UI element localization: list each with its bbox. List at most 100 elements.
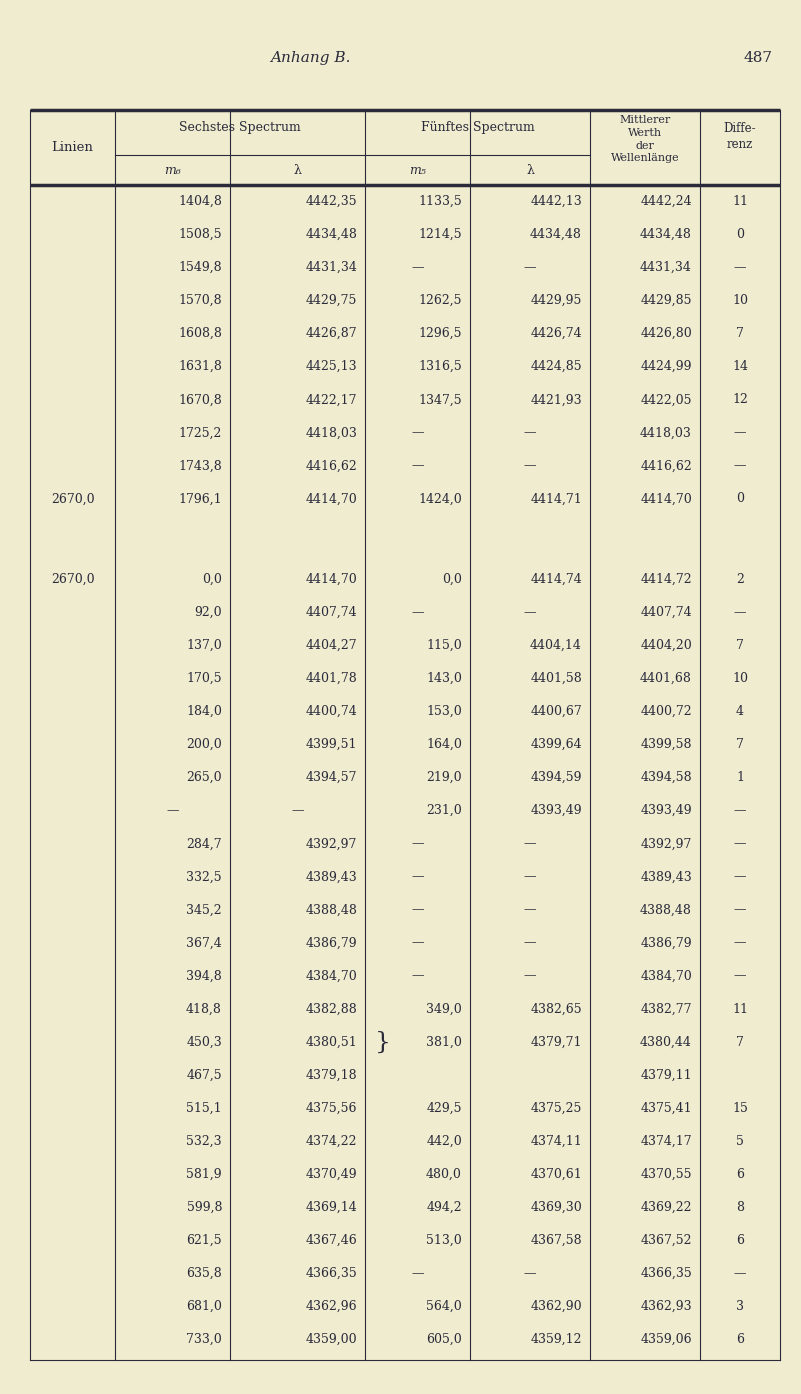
Text: 4407,74: 4407,74: [305, 606, 357, 619]
Text: —: —: [524, 427, 536, 439]
Text: —: —: [734, 903, 747, 916]
Text: —: —: [524, 606, 536, 619]
Text: 92,0: 92,0: [195, 606, 222, 619]
Text: 164,0: 164,0: [426, 739, 462, 751]
Text: 4367,52: 4367,52: [641, 1234, 692, 1246]
Text: —: —: [734, 427, 747, 439]
Text: 10: 10: [732, 294, 748, 307]
Text: —: —: [734, 838, 747, 850]
Text: 4380,44: 4380,44: [640, 1036, 692, 1048]
Text: 2670,0: 2670,0: [50, 573, 95, 585]
Text: 4384,70: 4384,70: [640, 969, 692, 983]
Text: —: —: [411, 1267, 424, 1280]
Text: 1796,1: 1796,1: [179, 492, 222, 506]
Text: —: —: [411, 969, 424, 983]
Text: Anhang B.: Anhang B.: [270, 52, 350, 66]
Text: 4369,14: 4369,14: [305, 1200, 357, 1214]
Text: 4359,06: 4359,06: [640, 1333, 692, 1347]
Text: 467,5: 467,5: [187, 1069, 222, 1082]
Text: 4382,88: 4382,88: [305, 1002, 357, 1015]
Text: 1631,8: 1631,8: [178, 360, 222, 374]
Text: 1262,5: 1262,5: [418, 294, 462, 307]
Text: 450,3: 450,3: [187, 1036, 222, 1048]
Text: 4375,41: 4375,41: [640, 1101, 692, 1115]
Text: 4362,96: 4362,96: [305, 1301, 357, 1313]
Text: 4401,68: 4401,68: [640, 672, 692, 684]
Text: Mittlerer
Werth
der
Wellenlänge: Mittlerer Werth der Wellenlänge: [610, 114, 679, 163]
Text: 4404,27: 4404,27: [305, 638, 357, 652]
Text: 4434,48: 4434,48: [640, 229, 692, 241]
Text: —: —: [734, 606, 747, 619]
Text: —: —: [734, 937, 747, 949]
Text: 4400,67: 4400,67: [530, 705, 582, 718]
Text: 15: 15: [732, 1101, 748, 1115]
Text: 200,0: 200,0: [187, 739, 222, 751]
Text: 1133,5: 1133,5: [418, 195, 462, 208]
Text: 605,0: 605,0: [426, 1333, 462, 1347]
Text: 3: 3: [736, 1301, 744, 1313]
Text: 4359,00: 4359,00: [305, 1333, 357, 1347]
Text: —: —: [411, 261, 424, 275]
Text: —: —: [524, 838, 536, 850]
Text: 733,0: 733,0: [187, 1333, 222, 1347]
Text: 4442,35: 4442,35: [305, 195, 357, 208]
Text: 7: 7: [736, 739, 744, 751]
Text: 170,5: 170,5: [187, 672, 222, 684]
Text: 4407,74: 4407,74: [640, 606, 692, 619]
Text: —: —: [734, 460, 747, 473]
Text: 4399,64: 4399,64: [530, 739, 582, 751]
Text: 4389,43: 4389,43: [640, 870, 692, 884]
Text: 4362,90: 4362,90: [530, 1301, 582, 1313]
Text: 4392,97: 4392,97: [641, 838, 692, 850]
Text: 4426,74: 4426,74: [530, 328, 582, 340]
Text: 4393,49: 4393,49: [640, 804, 692, 817]
Text: 1296,5: 1296,5: [418, 328, 462, 340]
Text: 4370,49: 4370,49: [305, 1168, 357, 1181]
Text: 494,2: 494,2: [426, 1200, 462, 1214]
Text: —: —: [524, 460, 536, 473]
Text: Sechstes Spectrum: Sechstes Spectrum: [179, 121, 301, 134]
Text: 1214,5: 1214,5: [418, 229, 462, 241]
Text: —: —: [734, 261, 747, 275]
Text: 4374,17: 4374,17: [640, 1135, 692, 1147]
Text: 4388,48: 4388,48: [640, 903, 692, 916]
Text: 4429,95: 4429,95: [530, 294, 582, 307]
Text: 1608,8: 1608,8: [178, 328, 222, 340]
Text: 11: 11: [732, 195, 748, 208]
Text: 1743,8: 1743,8: [179, 460, 222, 473]
Text: 4431,34: 4431,34: [305, 261, 357, 275]
Text: —: —: [524, 870, 536, 884]
Text: 1404,8: 1404,8: [178, 195, 222, 208]
Text: 4367,46: 4367,46: [305, 1234, 357, 1246]
Text: 4370,55: 4370,55: [641, 1168, 692, 1181]
Text: 4404,20: 4404,20: [640, 638, 692, 652]
Text: —: —: [411, 903, 424, 916]
Text: 4429,75: 4429,75: [306, 294, 357, 307]
Text: 442,0: 442,0: [426, 1135, 462, 1147]
Text: 4414,72: 4414,72: [640, 573, 692, 585]
Text: 11: 11: [732, 1002, 748, 1015]
Text: 4442,13: 4442,13: [530, 195, 582, 208]
Text: 345,2: 345,2: [187, 903, 222, 916]
Text: 4431,34: 4431,34: [640, 261, 692, 275]
Text: 0: 0: [736, 492, 744, 506]
Text: 4366,35: 4366,35: [640, 1267, 692, 1280]
Text: 4367,58: 4367,58: [530, 1234, 582, 1246]
Text: 4382,65: 4382,65: [530, 1002, 582, 1015]
Text: 513,0: 513,0: [426, 1234, 462, 1246]
Text: 4426,80: 4426,80: [640, 328, 692, 340]
Text: —: —: [292, 804, 304, 817]
Text: 4366,35: 4366,35: [305, 1267, 357, 1280]
Text: 4422,17: 4422,17: [305, 393, 357, 406]
Text: 4414,70: 4414,70: [305, 573, 357, 585]
Text: —: —: [734, 804, 747, 817]
Text: 4375,25: 4375,25: [530, 1101, 582, 1115]
Text: 4416,62: 4416,62: [305, 460, 357, 473]
Text: 4384,70: 4384,70: [305, 969, 357, 983]
Text: —: —: [411, 870, 424, 884]
Text: 1: 1: [736, 771, 744, 785]
Text: 681,0: 681,0: [186, 1301, 222, 1313]
Text: 635,8: 635,8: [187, 1267, 222, 1280]
Text: 4388,48: 4388,48: [305, 903, 357, 916]
Text: 4434,48: 4434,48: [305, 229, 357, 241]
